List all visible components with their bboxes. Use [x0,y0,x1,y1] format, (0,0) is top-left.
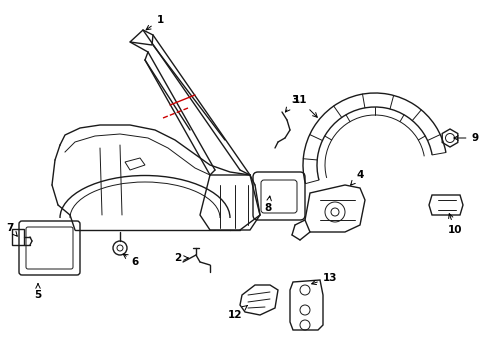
Text: 2: 2 [174,253,188,263]
Text: 7: 7 [6,223,17,236]
Text: 9: 9 [454,133,479,143]
Text: 3: 3 [285,95,298,112]
Text: 4: 4 [351,170,364,185]
Text: 8: 8 [265,196,271,213]
Text: 12: 12 [228,305,247,320]
Text: 6: 6 [123,254,139,267]
Text: 5: 5 [34,284,42,300]
Bar [12,229,24,245]
Text: 13: 13 [312,273,337,285]
Text: 11: 11 [293,95,317,117]
Text: 10: 10 [448,213,462,235]
Text: 1: 1 [146,15,164,30]
